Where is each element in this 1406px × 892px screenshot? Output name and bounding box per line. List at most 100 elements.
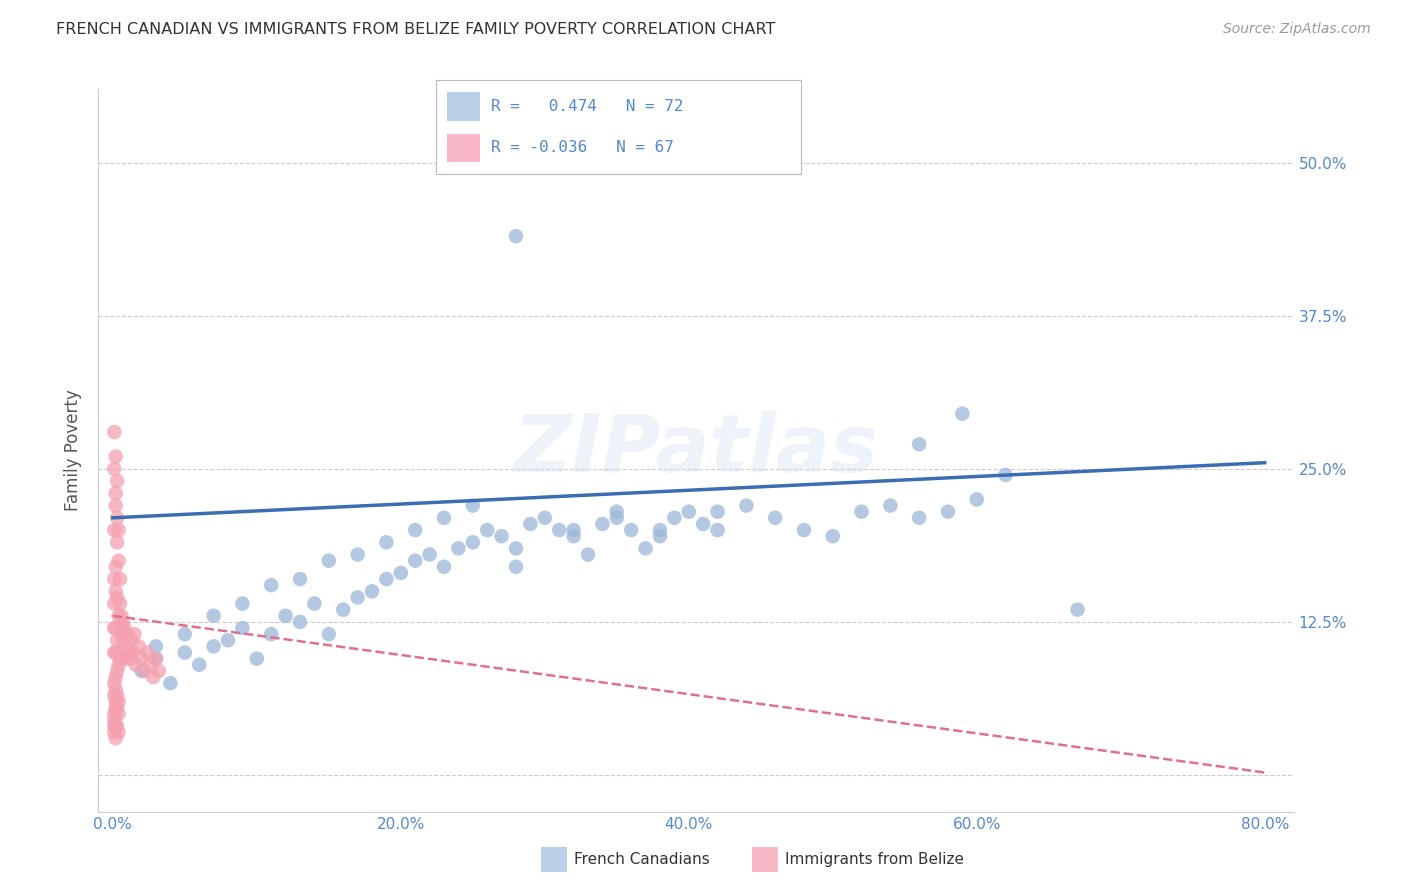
Text: Source: ZipAtlas.com: Source: ZipAtlas.com — [1223, 22, 1371, 37]
Text: ZIPatlas: ZIPatlas — [513, 411, 879, 490]
Point — [104, 670, 127, 684]
Point — [664, 511, 686, 525]
Point — [188, 657, 211, 672]
Point — [105, 633, 128, 648]
Point — [562, 523, 585, 537]
Point — [576, 548, 599, 562]
Point — [231, 621, 253, 635]
Point — [111, 615, 134, 629]
Point — [134, 664, 156, 678]
Point — [107, 523, 129, 537]
Text: FRENCH CANADIAN VS IMMIGRANTS FROM BELIZE FAMILY POVERTY CORRELATION CHART: FRENCH CANADIAN VS IMMIGRANTS FROM BELIZ… — [56, 22, 776, 37]
Point — [105, 700, 128, 714]
Point — [104, 700, 127, 714]
Point — [105, 511, 128, 525]
Point — [821, 529, 844, 543]
Point — [105, 474, 128, 488]
Point — [110, 627, 132, 641]
Point — [131, 664, 153, 678]
Point — [104, 450, 127, 464]
Point — [288, 572, 311, 586]
Point — [202, 640, 225, 654]
Point — [505, 541, 527, 556]
Point — [104, 621, 127, 635]
Point — [404, 554, 426, 568]
FancyBboxPatch shape — [447, 134, 479, 161]
Point — [108, 597, 131, 611]
Point — [125, 657, 148, 672]
Point — [389, 566, 412, 580]
Point — [346, 591, 368, 605]
Point — [591, 516, 613, 531]
Point — [131, 651, 153, 665]
Point — [692, 516, 714, 531]
Point — [548, 523, 571, 537]
Text: R =   0.474   N = 72: R = 0.474 N = 72 — [491, 99, 683, 114]
Point — [936, 505, 959, 519]
Point — [104, 682, 127, 697]
Point — [105, 591, 128, 605]
Point — [260, 627, 283, 641]
Point — [103, 425, 125, 439]
Point — [477, 523, 499, 537]
Point — [112, 621, 135, 635]
Point — [706, 523, 728, 537]
Point — [148, 664, 170, 678]
Point — [288, 615, 311, 629]
Point — [105, 689, 128, 703]
Point — [103, 713, 125, 727]
Point — [104, 719, 127, 733]
Point — [562, 529, 585, 543]
Point — [519, 516, 541, 531]
Point — [375, 572, 398, 586]
Point — [246, 651, 269, 665]
Point — [103, 462, 125, 476]
Point — [124, 627, 146, 641]
Point — [260, 578, 283, 592]
Point — [145, 640, 167, 654]
Text: Immigrants from Belize: Immigrants from Belize — [785, 853, 963, 867]
Point — [103, 572, 125, 586]
Point — [433, 559, 456, 574]
Point — [104, 499, 127, 513]
Point — [122, 646, 145, 660]
Point — [173, 627, 195, 641]
Point — [346, 548, 368, 562]
Point — [108, 651, 131, 665]
Point — [121, 633, 143, 648]
Point — [104, 486, 127, 500]
Point — [105, 535, 128, 549]
Point — [103, 719, 125, 733]
Point — [217, 633, 239, 648]
Point — [231, 597, 253, 611]
Point — [433, 511, 456, 525]
Point — [950, 407, 973, 421]
Point — [139, 657, 162, 672]
Point — [419, 548, 441, 562]
Point — [110, 608, 132, 623]
Text: R = -0.036   N = 67: R = -0.036 N = 67 — [491, 140, 673, 155]
Point — [994, 467, 1017, 482]
Point — [447, 541, 470, 556]
Point — [620, 523, 643, 537]
Point — [104, 731, 127, 746]
Point — [461, 535, 484, 549]
Point — [404, 523, 426, 537]
Point — [304, 597, 326, 611]
Point — [107, 725, 129, 739]
Point — [104, 694, 127, 708]
Point — [103, 523, 125, 537]
Y-axis label: Family Poverty: Family Poverty — [65, 390, 83, 511]
Point — [634, 541, 657, 556]
Point — [103, 725, 125, 739]
Point — [114, 640, 136, 654]
Point — [763, 511, 786, 525]
Point — [318, 627, 340, 641]
Point — [678, 505, 700, 519]
Point — [966, 492, 988, 507]
Point — [115, 627, 138, 641]
Point — [145, 651, 167, 665]
Point — [136, 646, 159, 660]
Point — [107, 554, 129, 568]
Point — [908, 511, 931, 525]
